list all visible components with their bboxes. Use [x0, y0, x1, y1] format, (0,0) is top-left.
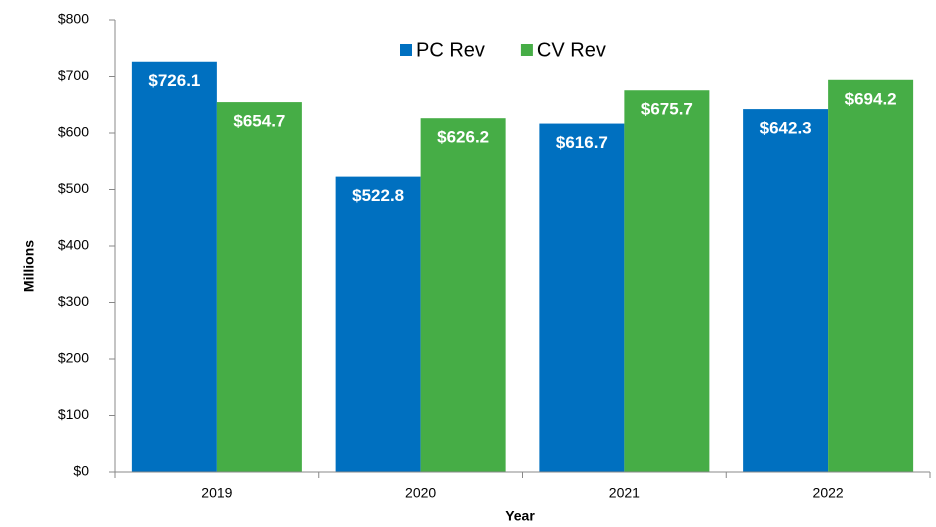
- legend-swatch: [400, 44, 412, 56]
- bar: [216, 102, 302, 473]
- x-tick-label: 2019: [201, 485, 232, 501]
- value-label: $694.2: [845, 89, 897, 108]
- y-tick-label: $300: [58, 293, 89, 309]
- bar: [743, 109, 829, 473]
- y-axis-label: Millions: [21, 240, 37, 292]
- x-tick-label: 2021: [609, 485, 640, 501]
- bar: [131, 61, 217, 472]
- bar: [335, 176, 421, 473]
- x-axis-label: Year: [505, 508, 535, 524]
- bar: [420, 118, 506, 473]
- y-tick-label: $200: [58, 350, 89, 366]
- bar: [828, 79, 914, 472]
- x-tick-label: 2022: [813, 485, 844, 501]
- y-tick-label: $500: [58, 180, 89, 196]
- legend-label: CV Rev: [537, 39, 606, 61]
- y-tick-label: $800: [58, 11, 89, 27]
- y-tick-label: $0: [73, 463, 89, 479]
- y-tick-label: $400: [58, 237, 89, 253]
- y-tick-label: $700: [58, 67, 89, 83]
- value-label: $616.7: [556, 133, 608, 152]
- value-label: $675.7: [641, 100, 693, 119]
- value-label: $522.8: [352, 186, 404, 205]
- bar: [539, 123, 625, 472]
- y-tick-label: $100: [58, 406, 89, 422]
- bar: [624, 90, 710, 473]
- legend-swatch: [520, 44, 533, 56]
- value-label: $642.3: [760, 119, 812, 138]
- value-label: $726.1: [148, 71, 200, 90]
- value-label: $626.2: [437, 128, 489, 147]
- legend-label: PC Rev: [416, 39, 485, 61]
- x-tick-label: 2020: [405, 485, 436, 501]
- y-tick-label: $600: [58, 124, 89, 140]
- value-label: $654.7: [233, 112, 285, 131]
